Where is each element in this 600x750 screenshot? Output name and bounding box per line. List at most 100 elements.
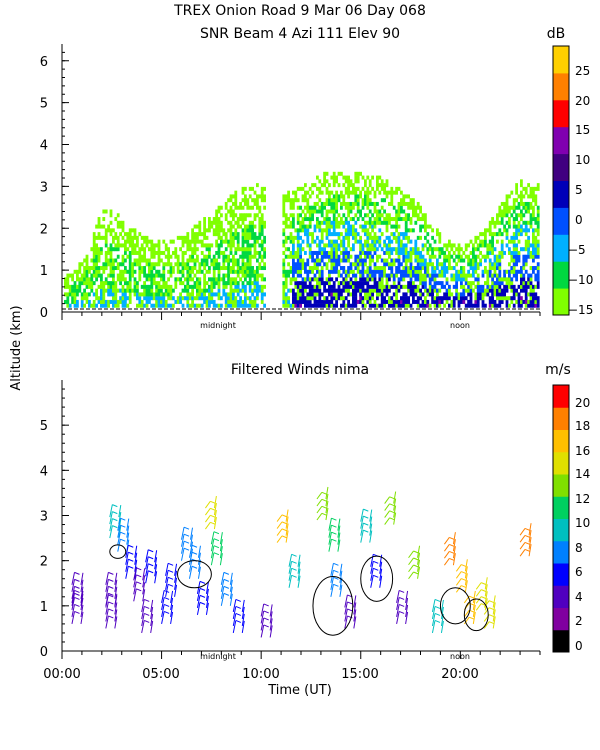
snr-cell xyxy=(462,299,466,304)
bottom-midnight-marker: midnight xyxy=(200,652,236,661)
snr-cell xyxy=(251,243,254,248)
snr-cell xyxy=(332,288,336,293)
barb-shaft xyxy=(492,602,496,615)
snr-cell xyxy=(500,288,504,293)
snr-cell xyxy=(95,303,98,308)
snr-cell xyxy=(112,273,115,278)
barb-shaft xyxy=(417,545,421,558)
snr-cell xyxy=(162,292,166,297)
snr-cell xyxy=(484,288,487,293)
barb-flag xyxy=(108,601,114,605)
snr-cell xyxy=(520,190,523,195)
snr-cell xyxy=(241,247,245,252)
barb-shaft xyxy=(142,589,146,602)
snr-cell xyxy=(436,258,439,263)
snr-cell xyxy=(320,190,324,195)
snr-cell xyxy=(488,243,492,248)
snr-cell xyxy=(522,266,526,271)
snr-cell xyxy=(323,296,326,301)
snr-cell xyxy=(354,273,358,278)
barb-shaft xyxy=(431,613,436,627)
snr-cell xyxy=(448,292,451,297)
snr-cell xyxy=(128,281,132,286)
snr-cell xyxy=(131,228,134,233)
wind-contour xyxy=(109,544,127,559)
barb-shaft xyxy=(472,604,476,617)
snr-cell xyxy=(244,277,247,282)
snr-cell xyxy=(203,299,206,304)
snr-cell xyxy=(304,183,307,188)
snr-cell xyxy=(474,262,478,267)
snr-cell xyxy=(340,296,343,301)
snr-cell xyxy=(436,292,439,297)
snr-cell xyxy=(484,281,487,286)
snr-cell xyxy=(373,217,377,222)
snr-cell xyxy=(400,296,403,301)
snr-cell xyxy=(234,220,238,225)
snr-cell xyxy=(469,250,473,255)
barb-shaft xyxy=(210,545,215,559)
barb-shaft xyxy=(109,525,113,539)
snr-cell xyxy=(246,296,250,301)
barb-flag xyxy=(434,598,441,602)
snr-cell xyxy=(340,258,343,263)
barb-shaft xyxy=(269,604,273,617)
snr-cell xyxy=(126,288,130,293)
snr-cell xyxy=(524,220,528,225)
snr-cell xyxy=(524,269,528,274)
snr-cell xyxy=(368,179,372,184)
snr-cell xyxy=(316,201,319,206)
snr-cell xyxy=(246,269,250,274)
snr-cell xyxy=(246,258,250,263)
snr-cell xyxy=(409,292,413,297)
snr-cell xyxy=(536,224,540,229)
snr-cell xyxy=(162,273,166,278)
snr-cell xyxy=(486,247,490,252)
barb-shaft xyxy=(353,609,357,622)
snr-cell xyxy=(419,224,422,229)
barb-shaft xyxy=(417,552,421,565)
snr-cell xyxy=(354,299,358,304)
snr-cell xyxy=(220,250,223,255)
snr-cell xyxy=(515,186,518,191)
snr-cell xyxy=(186,243,190,248)
snr-cell xyxy=(371,277,374,282)
barb-flag xyxy=(199,587,206,591)
snr-cell xyxy=(510,205,514,210)
snr-cell xyxy=(520,228,523,233)
barb-shaft xyxy=(174,570,178,583)
snr-cell xyxy=(296,296,300,301)
snr-cell xyxy=(359,235,362,240)
snr-cell xyxy=(332,232,336,237)
snr-cell xyxy=(520,183,523,188)
snr-cell xyxy=(402,299,406,304)
snr-cell xyxy=(529,303,533,308)
snr-cell xyxy=(349,179,353,184)
snr-cell xyxy=(97,296,101,301)
snr-cell xyxy=(140,303,144,308)
wind-barb xyxy=(141,598,154,634)
snr-cell xyxy=(224,217,228,222)
snr-cell xyxy=(505,201,509,206)
snr-cell xyxy=(330,254,334,259)
snr-cell xyxy=(512,247,516,252)
barb-flag xyxy=(148,570,154,574)
snr-cell xyxy=(491,288,494,293)
snr-cell xyxy=(244,254,247,259)
snr-cell xyxy=(385,179,389,184)
snr-cell xyxy=(536,228,540,233)
barb-flag xyxy=(331,531,337,535)
snr-cell xyxy=(508,217,511,222)
snr-cell xyxy=(397,243,401,248)
snr-cell xyxy=(395,273,398,278)
barb-shaft xyxy=(384,510,390,518)
snr-cell xyxy=(253,243,257,248)
snr-cell xyxy=(397,269,401,274)
snr-cell xyxy=(244,224,247,229)
snr-cell xyxy=(400,209,403,214)
snr-cell xyxy=(352,296,355,301)
snr-cell xyxy=(498,303,502,308)
snr-cell xyxy=(167,269,170,274)
snr-cell xyxy=(227,198,230,203)
snr-cell xyxy=(80,273,84,278)
